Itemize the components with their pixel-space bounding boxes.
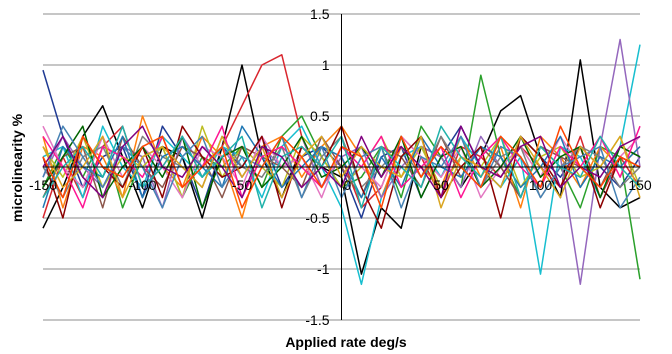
x-tick-label: 150 bbox=[628, 177, 652, 193]
axes bbox=[43, 14, 640, 320]
x-axis-title: Applied rate deg/s bbox=[285, 334, 407, 350]
y-tick-label: 1.5 bbox=[310, 6, 330, 22]
x-tick-label: 100 bbox=[529, 177, 553, 193]
y-axis-title: microlinearity % bbox=[9, 113, 25, 222]
x-tick-label: -100 bbox=[128, 177, 156, 193]
y-tick-labels: -1.5 -1 -0.5 0.5 1 1.5 bbox=[305, 6, 329, 328]
x-tick-label: 50 bbox=[433, 177, 449, 193]
y-tick-label: -0.5 bbox=[305, 210, 329, 226]
x-tick-label: -150 bbox=[29, 177, 57, 193]
x-tick-label: -50 bbox=[232, 177, 252, 193]
x-tick-labels: -150 -100 -50 0 50 100 150 bbox=[29, 177, 652, 193]
y-tick-label: 0.5 bbox=[310, 108, 330, 124]
y-tick-label: -1.5 bbox=[305, 312, 329, 328]
y-tick-label: 1 bbox=[322, 57, 330, 73]
y-tick-label: -1 bbox=[317, 261, 330, 277]
x-tick-label: 0 bbox=[344, 177, 352, 193]
